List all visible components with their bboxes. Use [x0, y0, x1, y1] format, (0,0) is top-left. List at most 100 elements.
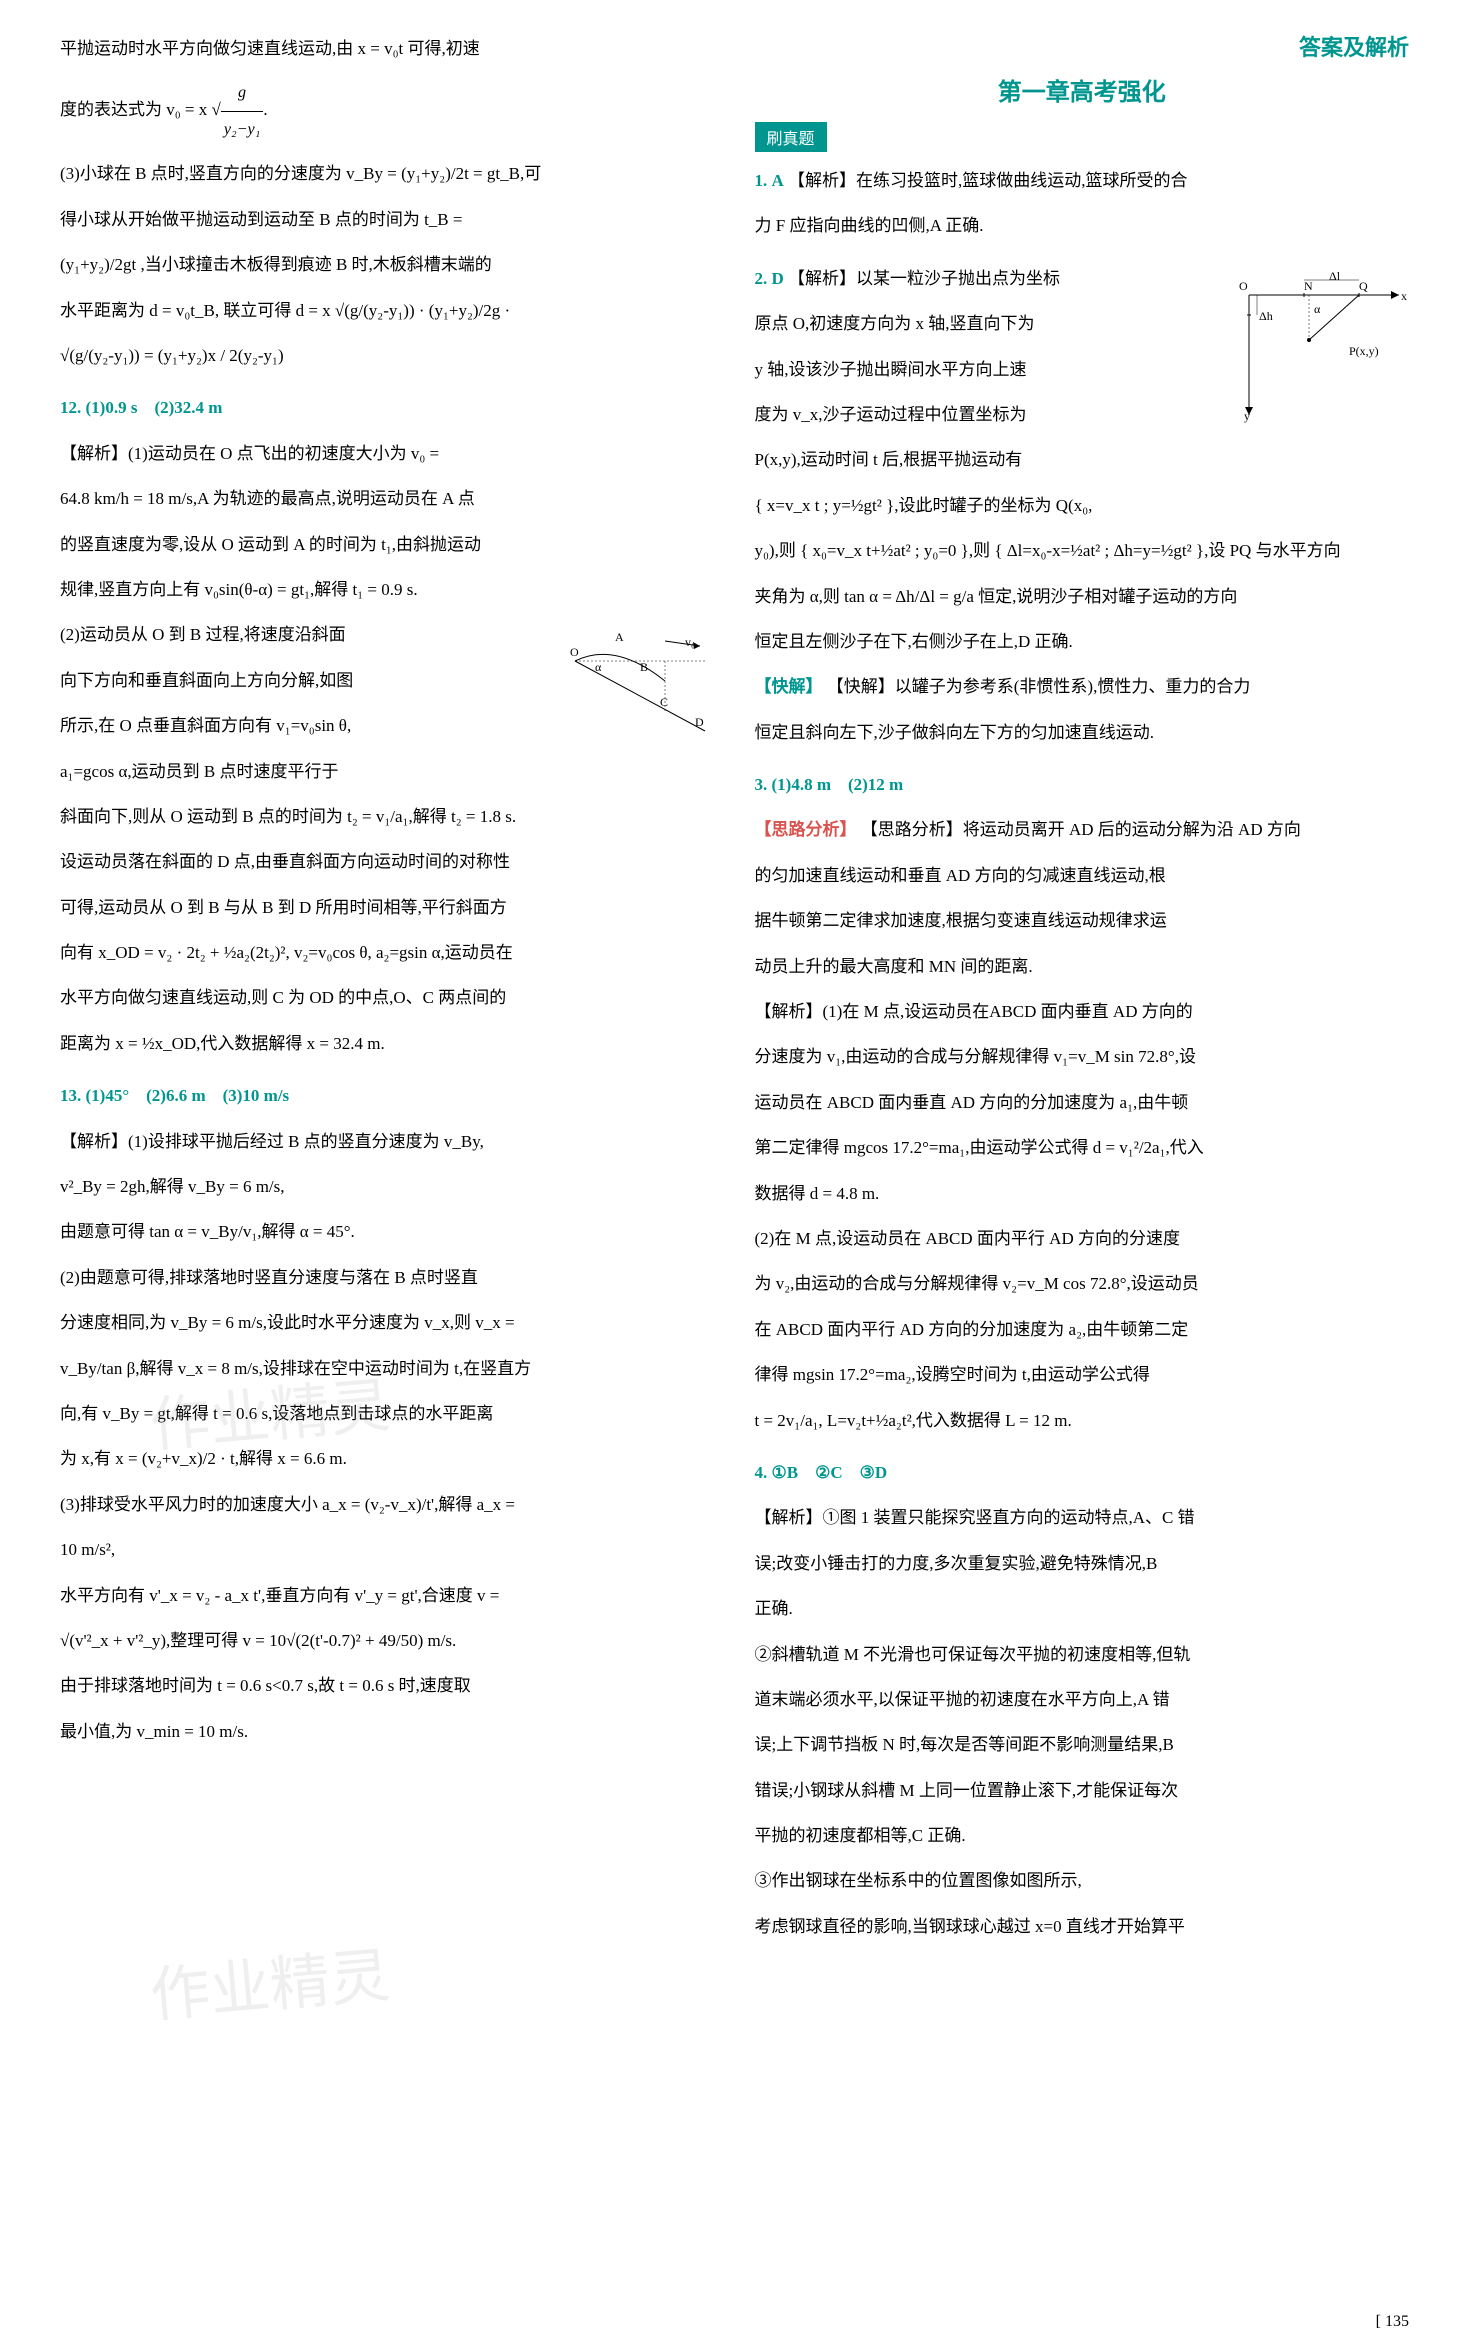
- svg-text:D: D: [695, 715, 704, 729]
- svg-text:v₀: v₀: [685, 635, 695, 649]
- problem-4: 4. ①B ②C ③D 【解析】①图 1 装置只能探究竖直方向的运动特点,A、C…: [755, 1454, 1410, 1945]
- para: 据牛顿第二定律求加速度,根据匀变速直线运动规律求运: [755, 902, 1410, 939]
- para: y₀),则 { x₀=v_x t+½at² ; y₀=0 },则 { Δl=x₀…: [755, 532, 1410, 569]
- svg-text:C: C: [660, 695, 668, 709]
- question-number: 13.: [60, 1086, 81, 1105]
- para: 误;改变小锤击打的力度,多次重复实验,避免特殊情况,B: [755, 1545, 1410, 1582]
- page-header: 答案及解析: [755, 30, 1410, 62]
- para: 【解析】(1)运动员在 O 点飞出的初速度大小为 v₀ =: [60, 435, 715, 472]
- para: 斜面向下,则从 O 运动到 B 点的时间为 t₂ = v₁/a₁,解得 t₂ =…: [60, 798, 715, 835]
- para: 【解析】①图 1 装置只能探究竖直方向的运动特点,A、C 错: [755, 1499, 1410, 1536]
- para: 64.8 km/h = 18 m/s,A 为轨迹的最高点,说明运动员在 A 点: [60, 480, 715, 517]
- para: 水平方向做匀速直线运动,则 C 为 OD 的中点,O、C 两点间的: [60, 979, 715, 1016]
- svg-text:α: α: [1314, 302, 1321, 316]
- answer-text: (1)0.9 s (2)32.4 m: [86, 398, 223, 417]
- svg-text:O: O: [570, 645, 579, 659]
- para: 水平方向有 v'_x = v₂ - a_x t',垂直方向有 v'_y = gt…: [60, 1577, 715, 1614]
- para: 恒定且斜向左下,沙子做斜向左下方的匀加速直线运动.: [755, 714, 1410, 751]
- para: ②斜槽轨道 M 不光滑也可保证每次平抛的初速度相等,但轨: [755, 1636, 1410, 1673]
- para: (2)由题意可得,排球落地时竖直分速度与落在 B 点时竖直: [60, 1259, 715, 1296]
- para: 分速度为 v₁,由运动的合成与分解规律得 v₁=v_M sin 72.8°,设: [755, 1038, 1410, 1075]
- para: a₁=gcos α,运动员到 B 点时速度平行于: [60, 753, 715, 790]
- para: 设运动员落在斜面的 D 点,由垂直斜面方向运动时间的对称性: [60, 843, 715, 880]
- para: 向,有 v_By = gt,解得 t = 0.6 s,设落地点到击球点的水平距离: [60, 1395, 715, 1432]
- para: 的竖直速度为零,设从 O 运动到 A 的时间为 t₁,由斜抛运动: [60, 526, 715, 563]
- answer-text: A: [772, 171, 784, 190]
- answer-text: (1)4.8 m (2)12 m: [772, 775, 904, 794]
- svg-text:y: y: [1244, 409, 1250, 423]
- section-tag: 刷真题: [755, 122, 827, 152]
- para: 【解析】在练习投篮时,篮球做曲线运动,篮球所受的合: [788, 171, 1188, 190]
- para: 距离为 x = ½x_OD,代入数据解得 x = 32.4 m.: [60, 1025, 715, 1062]
- svg-text:x: x: [1401, 289, 1407, 303]
- para: 【解析】(1)在 M 点,设运动员在ABCD 面内垂直 AD 方向的: [755, 993, 1410, 1030]
- para: { x=v_x t ; y=½gt² },设此时罐子的坐标为 Q(x₀,: [755, 487, 1410, 524]
- para: 动员上升的最大高度和 MN 间的距离.: [755, 948, 1410, 985]
- para: 由于排球落地时间为 t = 0.6 s<0.7 s,故 t = 0.6 s 时,…: [60, 1667, 715, 1704]
- para: 为 x,有 x = (v₂+v_x)/2 · t,解得 x = 6.6 m.: [60, 1440, 715, 1477]
- question-number: 3.: [755, 775, 768, 794]
- svg-text:N: N: [1304, 279, 1313, 293]
- para: 道末端必须水平,以保证平抛的初速度在水平方向上,A 错: [755, 1681, 1410, 1718]
- para: 平抛的初速度都相等,C 正确.: [755, 1817, 1410, 1854]
- para: 为 v₂,由运动的合成与分解规律得 v₂=v_M cos 72.8°,设运动员: [755, 1265, 1410, 1302]
- svg-text:Q: Q: [1359, 279, 1368, 293]
- problem-2: O x y N Q Δl Δh P(x,y) α 2. D 【解析】以某一粒沙子…: [755, 260, 1410, 751]
- para: 分速度相同,为 v_By = 6 m/s,设此时水平分速度为 v_x,则 v_x…: [60, 1304, 715, 1341]
- para: 数据得 d = 4.8 m.: [755, 1175, 1410, 1212]
- para: 错误;小钢球从斜槽 M 上同一位置静止滚下,才能保证每次: [755, 1772, 1410, 1809]
- question-number: 2.: [755, 269, 768, 288]
- para: 【思路分析】将运动员离开 AD 后的运动分解为沿 AD 方向: [861, 820, 1301, 839]
- para: 水平距离为 d = v₀t_B, 联立可得 d = x √(g/(y₂-y₁))…: [60, 292, 715, 329]
- para: v²_By = 2gh,解得 v_By = 6 m/s,: [60, 1168, 715, 1205]
- diagram-slope: O A B C D v₀ α: [565, 621, 715, 751]
- para: 10 m/s²,: [60, 1531, 715, 1568]
- problem-text: 平抛运动时水平方向做匀速直线运动,由 x = v₀t 可得,初速 度的表达式为 …: [60, 30, 715, 374]
- para: 规律,竖直方向上有 v₀sin(θ-α) = gt₁,解得 t₁ = 0.9 s…: [60, 571, 715, 608]
- question-number: 12.: [60, 398, 81, 417]
- diagram-coord: O x y N Q Δl Δh P(x,y) α: [1229, 265, 1409, 425]
- problem-3: 3. (1)4.8 m (2)12 m 【思路分析】 【思路分析】将运动员离开 …: [755, 766, 1410, 1439]
- svg-text:α: α: [595, 660, 602, 674]
- problem-12: 12. (1)0.9 s (2)32.4 m 【解析】(1)运动员在 O 点飞出…: [60, 389, 715, 1062]
- para: 由题意可得 tan α = v_By/v₁,解得 α = 45°.: [60, 1213, 715, 1250]
- left-column: 平抛运动时水平方向做匀速直线运动,由 x = v₀t 可得,初速 度的表达式为 …: [60, 30, 715, 1960]
- para: √(v'²_x + v'²_y),整理可得 v = 10√(2(t'-0.7)²…: [60, 1622, 715, 1659]
- para: 运动员在 ABCD 面内垂直 AD 方向的分加速度为 a₁,由牛顿: [755, 1084, 1410, 1121]
- para: 的匀加速直线运动和垂直 AD 方向的匀减速直线运动,根: [755, 857, 1410, 894]
- para: 平抛运动时水平方向做匀速直线运动,由 x = v₀t 可得,初速: [60, 30, 715, 67]
- para: 第二定律得 mgcos 17.2°=ma₁,由运动学公式得 d = v₁²/2a…: [755, 1129, 1410, 1166]
- answer-text: (1)45° (2)6.6 m (3)10 m/s: [86, 1086, 290, 1105]
- chapter-title: 第一章高考强化: [755, 72, 1410, 107]
- para: 【解析】以某一粒沙子抛出点为坐标: [788, 269, 1060, 288]
- para: 误;上下调节挡板 N 时,每次是否等间距不影响测量结果,B: [755, 1726, 1410, 1763]
- watermark: 作业精灵: [145, 1910, 396, 2062]
- para: 夹角为 α,则 tan α = Δh/Δl = g/a 恒定,说明沙子相对罐子运…: [755, 578, 1410, 615]
- question-number: 4.: [755, 1463, 768, 1482]
- para: 在 ABCD 面内平行 AD 方向的分加速度为 a₂,由牛顿第二定: [755, 1311, 1410, 1348]
- svg-text:Δh: Δh: [1259, 309, 1273, 323]
- para: 度的表达式为 v₀ = x √gy₂−y₁.: [60, 75, 715, 147]
- para: v_By/tan β,解得 v_x = 8 m/s,设排球在空中运动时间为 t,…: [60, 1350, 715, 1387]
- svg-text:Δl: Δl: [1329, 269, 1341, 283]
- problem-1: 1. A 【解析】在练习投篮时,篮球做曲线运动,篮球所受的合 力 F 应指向曲线…: [755, 162, 1410, 245]
- para: ③作出钢球在坐标系中的位置图像如图所示,: [755, 1862, 1410, 1899]
- para: 力 F 应指向曲线的凹侧,A 正确.: [755, 207, 1410, 244]
- answer-text: ①B ②C ③D: [772, 1463, 888, 1482]
- para: (y₁+y₂)/2gt ,当小球撞击木板得到痕迹 B 时,木板斜槽末端的: [60, 246, 715, 283]
- question-number: 1.: [755, 171, 768, 190]
- right-column: 答案及解析 第一章高考强化 刷真题 1. A 【解析】在练习投篮时,篮球做曲线运…: [755, 30, 1410, 1960]
- para: 【快解】以罐子为参考系(非惯性系),惯性力、重力的合力: [827, 677, 1251, 696]
- para: 得小球从开始做平抛运动到运动至 B 点的时间为 t_B =: [60, 201, 715, 238]
- para: (3)小球在 B 点时,竖直方向的分速度为 v_By = (y₁+y₂)/2t …: [60, 155, 715, 192]
- problem-13: 13. (1)45° (2)6.6 m (3)10 m/s 作业精灵 【解析】(…: [60, 1077, 715, 1750]
- para: (3)排球受水平风力时的加速度大小 a_x = (v₂-v_x)/t',解得 a…: [60, 1486, 715, 1523]
- para: 恒定且左侧沙子在下,右侧沙子在上,D 正确.: [755, 623, 1410, 660]
- svg-text:B: B: [640, 660, 648, 674]
- para: 律得 mgsin 17.2°=ma₂,设腾空时间为 t,由运动学公式得: [755, 1356, 1410, 1393]
- svg-text:A: A: [615, 630, 624, 644]
- answer-text: D: [772, 269, 784, 288]
- svg-text:O: O: [1239, 279, 1248, 293]
- para: 向有 x_OD = v₂ · 2t₂ + ½a₂(2t₂)², v₂=v₀cos…: [60, 934, 715, 971]
- para: 【解析】(1)设排球平抛后经过 B 点的竖直分速度为 v_By,: [60, 1123, 715, 1160]
